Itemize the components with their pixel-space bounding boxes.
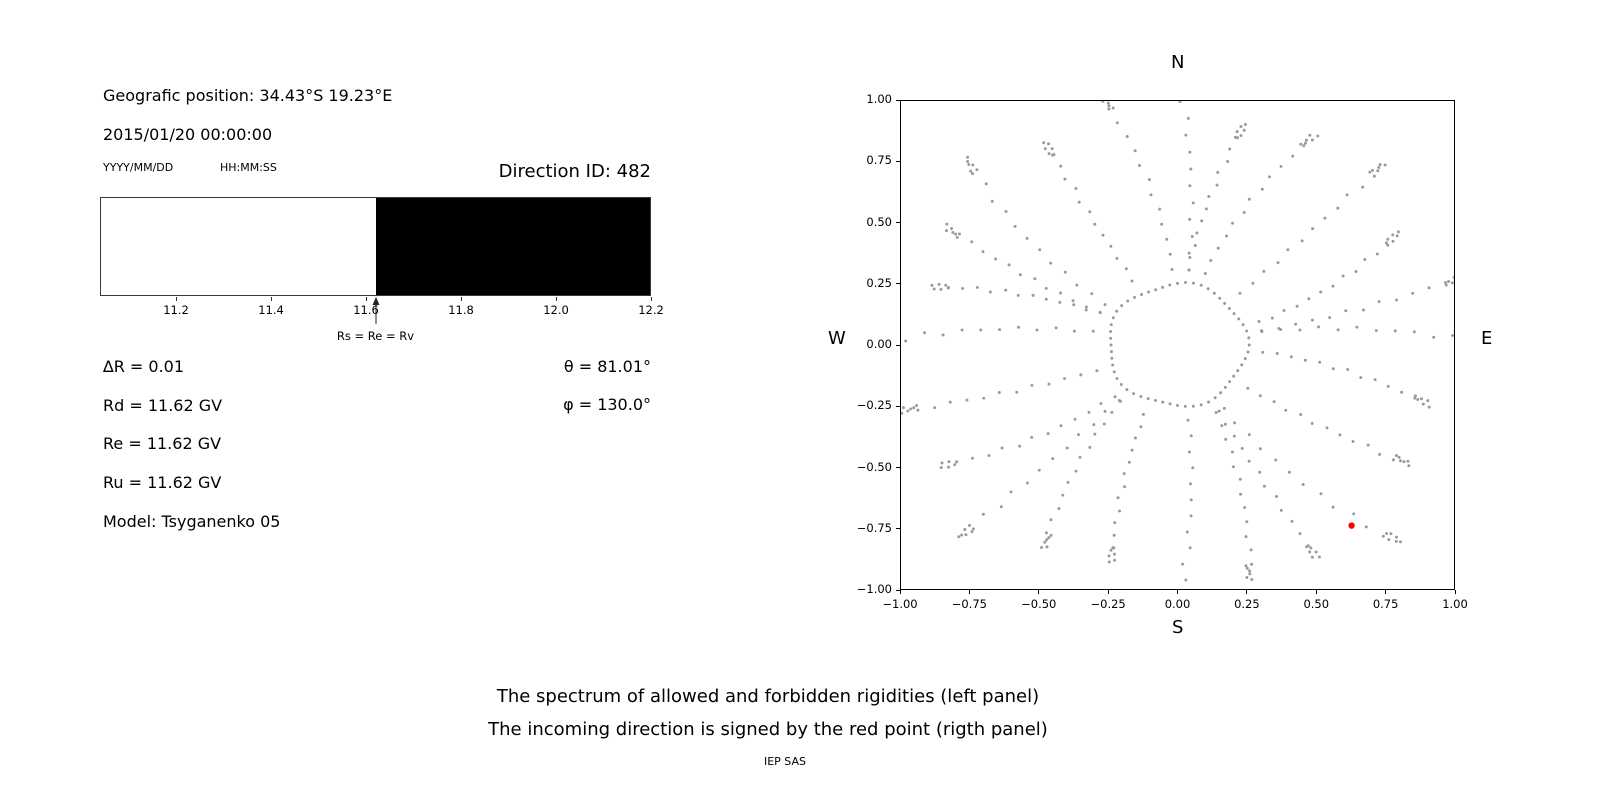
spectrum-tick-label: 11.2 (163, 303, 189, 317)
y-tick-label: 0.50 (866, 214, 892, 229)
scatter-canvas (901, 101, 1454, 582)
y-tick-mark (896, 589, 900, 591)
x-tick-label: 0.00 (1164, 597, 1191, 611)
x-tick-label: 1.00 (1442, 597, 1468, 611)
direction-id-label: Direction ID: 482 (498, 161, 651, 182)
caption-line1: The spectrum of allowed and forbidden ri… (496, 686, 1040, 707)
compass-label-west: W (828, 328, 846, 349)
spectrum-tick-mark (651, 297, 652, 301)
x-tick-mark (1385, 590, 1387, 594)
y-tick-mark (896, 467, 900, 468)
incoming-direction-point (1348, 522, 1355, 529)
spectrum-tick-label: 12.0 (543, 303, 569, 317)
caption-line2: The incoming direction is signed by the … (488, 718, 1048, 740)
date-format-label: YYYY/MM/DD (103, 161, 174, 174)
cutoff-arrow-label: Rs = Re = Rv (336, 329, 415, 343)
x-tick-mark (1177, 590, 1178, 594)
datetime-label: 2015/01/20 00:00:00 (103, 125, 273, 144)
x-tick-label: 0.75 (1372, 597, 1399, 611)
x-tick-mark (1454, 590, 1456, 594)
x-tick-mark (1246, 590, 1248, 594)
y-tick-label: −1.00 (856, 582, 892, 596)
y-tick-label: 0.00 (866, 337, 892, 351)
y-tick-mark (896, 283, 900, 285)
y-tick-mark (896, 405, 900, 407)
asymptotic-directions-plot (900, 100, 1455, 590)
spectrum-tick-mark (461, 297, 462, 301)
x-tick-label: 0.50 (1303, 597, 1330, 611)
y-tick-label: 0.75 (866, 153, 892, 168)
param-delta-r: ∆R = 0.01 (103, 357, 185, 376)
x-tick-mark (899, 590, 901, 594)
y-tick-label: 0.25 (866, 275, 892, 290)
spectrum-tick-mark (176, 297, 177, 301)
figure-captions: The spectrum of allowed and forbidden ri… (0, 686, 1536, 740)
x-tick-mark (1107, 590, 1109, 594)
param-re: Re = 11.62 GV (103, 434, 222, 453)
y-tick-label: −0.50 (856, 459, 892, 474)
param-theta: θ = 81.01° (563, 357, 651, 376)
param-phi: φ = 130.0° (563, 395, 651, 414)
spectrum-tick-label: 12.2 (638, 303, 664, 317)
geographic-position-label: Geografic position: 34.43°S 19.23°E (103, 86, 393, 105)
y-tick-label: −0.25 (856, 398, 892, 413)
spectrum-tick-mark (556, 297, 557, 301)
x-tick-mark (1038, 590, 1040, 594)
x-tick-label: −1.00 (882, 597, 918, 611)
param-ru: Ru = 11.62 GV (103, 473, 222, 492)
y-tick-mark (896, 222, 900, 223)
x-tick-label: −0.75 (951, 597, 987, 611)
compass-label-north: N (1171, 52, 1185, 73)
rigidity-spectrum-bar (100, 197, 651, 296)
forbidden-region (375, 198, 650, 295)
time-format-label: HH:MM:SS (220, 161, 277, 174)
spectrum-axis: 11.2 11.4 11.6 11.8 12.0 12.2 (100, 297, 664, 333)
spectrum-tick-mark (366, 297, 367, 301)
y-tick-mark (896, 99, 900, 101)
y-tick-label: −0.75 (856, 520, 892, 535)
y-tick-mark (896, 528, 900, 530)
cutoff-arrow-icon (372, 297, 379, 324)
y-tick-mark (896, 344, 900, 346)
y-tick-label: 1.00 (866, 92, 892, 106)
x-tick-label: −0.25 (1090, 597, 1126, 611)
spectrum-tick-label: 11.6 (353, 303, 379, 317)
param-rd: Rd = 11.62 GV (103, 396, 223, 415)
y-tick-mark (896, 160, 900, 162)
param-model: Model: Tsyganenko 05 (103, 512, 281, 531)
x-tick-label: −0.50 (1021, 597, 1057, 611)
spectrum-tick-mark (271, 297, 272, 301)
spectrum-tick-label: 11.4 (258, 303, 284, 317)
x-tick-mark (968, 590, 970, 594)
compass-label-east: E (1481, 328, 1493, 349)
credit-label: IEP SAS (763, 755, 807, 768)
x-tick-mark (1315, 590, 1317, 594)
compass-label-south: S (1172, 617, 1184, 638)
spectrum-tick-label: 11.8 (448, 303, 474, 317)
x-tick-label: 0.25 (1234, 597, 1260, 611)
